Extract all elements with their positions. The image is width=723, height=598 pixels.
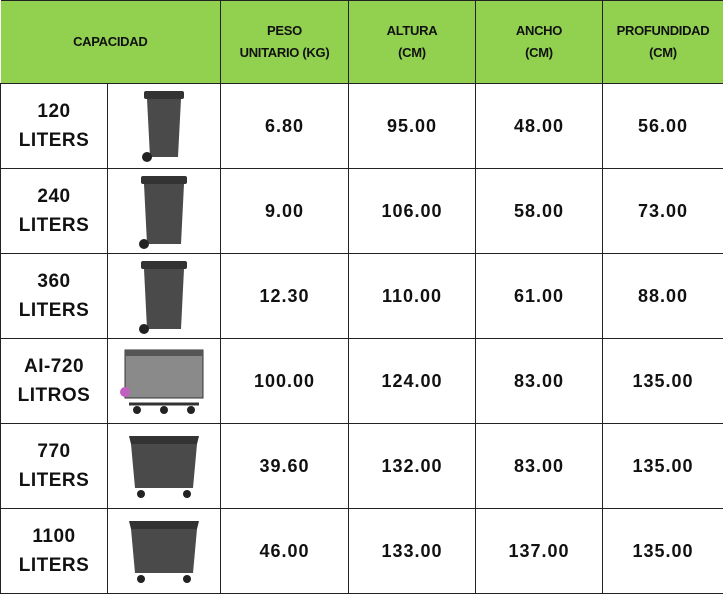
altura-cell: 110.00 (348, 253, 476, 339)
profundidad-cell: 135.00 (602, 508, 723, 594)
bin-4-wheel-large-image (108, 515, 220, 587)
bin-4-wheel-image (108, 430, 220, 502)
capacity-unit: LITERS (18, 470, 90, 491)
peso-cell: 6.80 (220, 83, 349, 169)
header-profundidad-line1: PROFUNDIDAD (616, 23, 710, 38)
peso-cell: 100.00 (220, 338, 349, 424)
header-peso-line1: PESO (267, 23, 302, 38)
product-image-cell (107, 423, 221, 509)
capacity-cell: 770 LITERS (0, 423, 108, 509)
capacity-value: 360 (37, 271, 71, 292)
ancho-cell: 83.00 (475, 423, 603, 509)
header-peso-line2: UNITARIO (KG) (239, 45, 330, 60)
altura-cell: 132.00 (348, 423, 476, 509)
capacity-value: 240 (37, 186, 71, 207)
peso-cell: 9.00 (220, 168, 349, 254)
table-row: 120 LITERS 6.80 95.00 48.00 56.00 (0, 83, 723, 169)
altura-cell: 124.00 (348, 338, 476, 424)
product-image-cell (107, 83, 221, 169)
profundidad-cell: 135.00 (602, 423, 723, 509)
capacity-value: 1100 (32, 526, 76, 547)
capacity-cell: 1100 LITERS (0, 508, 108, 594)
product-image-cell (107, 338, 221, 424)
header-peso: PESO UNITARIO (KG) (220, 0, 349, 84)
peso-cell: 46.00 (220, 508, 349, 594)
header-row: CAPACIDAD PESO UNITARIO (KG) ALTURA (CM) A… (0, 0, 723, 84)
profundidad-cell: 56.00 (602, 83, 723, 169)
capacity-value: 120 (37, 101, 71, 122)
ancho-cell: 58.00 (475, 168, 603, 254)
ancho-cell: 137.00 (475, 508, 603, 594)
product-image-cell (107, 168, 221, 254)
bin-2-wheel-medium-image (108, 172, 220, 250)
profundidad-cell: 73.00 (602, 168, 723, 254)
header-capacidad: CAPACIDAD (0, 0, 221, 84)
header-ancho-line2: (CM) (525, 45, 553, 60)
ancho-cell: 48.00 (475, 83, 603, 169)
peso-cell: 39.60 (220, 423, 349, 509)
altura-cell: 106.00 (348, 168, 476, 254)
bin-2-wheel-large-image (108, 257, 220, 335)
header-altura-line2: (CM) (398, 45, 426, 60)
capacity-unit: LITERS (18, 215, 90, 236)
capacity-unit: LITERS (18, 555, 90, 576)
table-row: 1100 LITERS 46.00 133.00 137.00 135.00 (0, 508, 723, 594)
capacity-cell: AI-720 LITROS (0, 338, 108, 424)
capacity-unit: LITERS (18, 130, 90, 151)
profundidad-cell: 135.00 (602, 338, 723, 424)
bin-2-wheel-small-image (108, 87, 220, 165)
header-profundidad: PROFUNDIDAD (CM) (602, 0, 723, 84)
altura-cell: 95.00 (348, 83, 476, 169)
capacity-cell: 240 LITERS (0, 168, 108, 254)
header-altura: ALTURA (CM) (348, 0, 476, 84)
header-profundidad-line2: (CM) (649, 45, 677, 60)
table-row: 770 LITERS 39.60 132.00 83.00 135.00 (0, 423, 723, 509)
header-altura-line1: ALTURA (386, 23, 438, 38)
table-row: 240 LITERS 9.00 106.00 58.00 73.00 (0, 168, 723, 254)
altura-cell: 133.00 (348, 508, 476, 594)
peso-cell: 12.30 (220, 253, 349, 339)
capacity-cell: 360 LITERS (0, 253, 108, 339)
ancho-cell: 61.00 (475, 253, 603, 339)
capacity-value: AI-720 (23, 356, 85, 377)
metal-container-4-wheel-image (108, 344, 220, 418)
table-row: 360 LITERS 12.30 110.00 61.00 88.00 (0, 253, 723, 339)
table-row: AI-720 LITROS 100.00 124.00 83.00 135.00 (0, 338, 723, 424)
capacity-cell: 120 LITERS (0, 83, 108, 169)
capacity-unit: LITERS (18, 300, 90, 321)
product-image-cell (107, 253, 221, 339)
profundidad-cell: 88.00 (602, 253, 723, 339)
ancho-cell: 83.00 (475, 338, 603, 424)
capacity-unit: LITROS (17, 385, 91, 406)
header-ancho-line1: ANCHO (515, 23, 563, 38)
capacity-value: 770 (37, 441, 71, 462)
product-image-cell (107, 508, 221, 594)
header-ancho: ANCHO (CM) (475, 0, 603, 84)
